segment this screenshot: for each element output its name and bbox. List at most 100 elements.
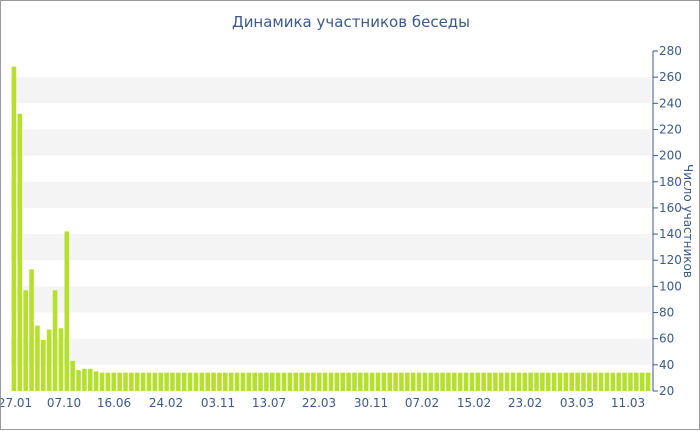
bar xyxy=(264,372,269,391)
bar xyxy=(645,372,651,391)
bar xyxy=(187,372,193,391)
x-tick-label: 24.02 xyxy=(149,396,183,410)
bar xyxy=(510,372,516,391)
grid-band xyxy=(11,129,651,156)
bar xyxy=(223,372,228,391)
bar xyxy=(634,372,639,391)
bar xyxy=(111,372,117,391)
bar xyxy=(352,372,357,391)
bar xyxy=(152,372,158,391)
bar xyxy=(305,372,310,391)
y-tick-label: 80 xyxy=(659,306,674,320)
x-tick-label: 07.02 xyxy=(405,396,439,410)
x-tick-label: 07.10 xyxy=(47,396,81,410)
bar xyxy=(493,372,498,391)
bar xyxy=(551,372,557,391)
x-tick-label: 23.02 xyxy=(508,396,542,410)
bar xyxy=(498,372,504,391)
bar xyxy=(64,231,70,391)
bar xyxy=(146,372,152,391)
bar xyxy=(334,372,340,391)
bar xyxy=(199,372,205,391)
bar xyxy=(164,372,169,391)
bar xyxy=(123,372,128,391)
bar xyxy=(52,290,58,391)
bar xyxy=(587,372,592,391)
bar xyxy=(481,372,486,391)
x-tick-label: 30.11 xyxy=(354,396,388,410)
bar xyxy=(592,372,598,391)
bar xyxy=(193,372,199,391)
bar xyxy=(258,372,263,391)
bar xyxy=(134,372,140,391)
bar xyxy=(540,372,545,391)
bar xyxy=(217,372,222,391)
bar xyxy=(440,372,445,391)
bar xyxy=(340,372,346,391)
bar xyxy=(598,372,604,391)
bar xyxy=(287,372,293,391)
bar xyxy=(545,372,551,391)
y-tick-label: 60 xyxy=(659,332,674,346)
bar xyxy=(281,372,287,391)
bar xyxy=(246,372,252,391)
bar xyxy=(463,372,469,391)
bar xyxy=(358,372,363,391)
bar xyxy=(575,372,580,391)
bar xyxy=(234,372,240,391)
bar xyxy=(316,372,322,391)
y-tick-label: 260 xyxy=(659,70,682,84)
bar xyxy=(422,372,428,391)
y-tick-label: 220 xyxy=(659,122,682,136)
bar xyxy=(293,372,299,391)
bar xyxy=(322,372,328,391)
bar xyxy=(628,372,633,391)
bar xyxy=(129,372,134,391)
grid-band xyxy=(11,181,651,208)
bar xyxy=(528,372,533,391)
bar xyxy=(99,372,105,391)
bar xyxy=(446,372,451,391)
bar xyxy=(93,371,99,391)
bar xyxy=(58,328,64,391)
bar xyxy=(117,372,122,391)
bar xyxy=(369,372,375,391)
bar xyxy=(393,372,398,391)
bar xyxy=(299,372,304,391)
y-tick-label: 180 xyxy=(659,175,682,189)
x-tick-label: 22.03 xyxy=(302,396,336,410)
bar xyxy=(328,372,334,391)
y-tick-label: 240 xyxy=(659,96,682,110)
bar xyxy=(534,372,539,391)
bar xyxy=(181,372,187,391)
bar xyxy=(275,372,281,391)
bar xyxy=(452,372,457,391)
y-axis-title: Число участников xyxy=(681,164,695,278)
bar xyxy=(211,372,216,391)
bar xyxy=(176,372,181,391)
y-tick-label: 280 xyxy=(659,44,682,58)
bar xyxy=(311,372,316,391)
bar xyxy=(522,372,528,391)
bar xyxy=(569,372,575,391)
bar xyxy=(434,372,439,391)
bar xyxy=(170,372,175,391)
bar xyxy=(240,372,246,391)
bar xyxy=(563,372,569,391)
bar xyxy=(381,372,387,391)
x-tick-label: 11.03 xyxy=(611,396,645,410)
x-tick-label: 03.11 xyxy=(201,396,235,410)
y-tick-label: 40 xyxy=(659,358,674,372)
bar xyxy=(35,325,40,391)
bar xyxy=(29,269,34,391)
grid-band xyxy=(11,286,651,313)
bar xyxy=(252,372,257,391)
grid-band xyxy=(11,234,651,261)
grid-band xyxy=(11,338,651,365)
bar xyxy=(269,372,275,391)
bar xyxy=(487,372,492,391)
y-tick-label: 20 xyxy=(659,384,674,398)
bar xyxy=(410,372,416,391)
bar xyxy=(457,372,463,391)
